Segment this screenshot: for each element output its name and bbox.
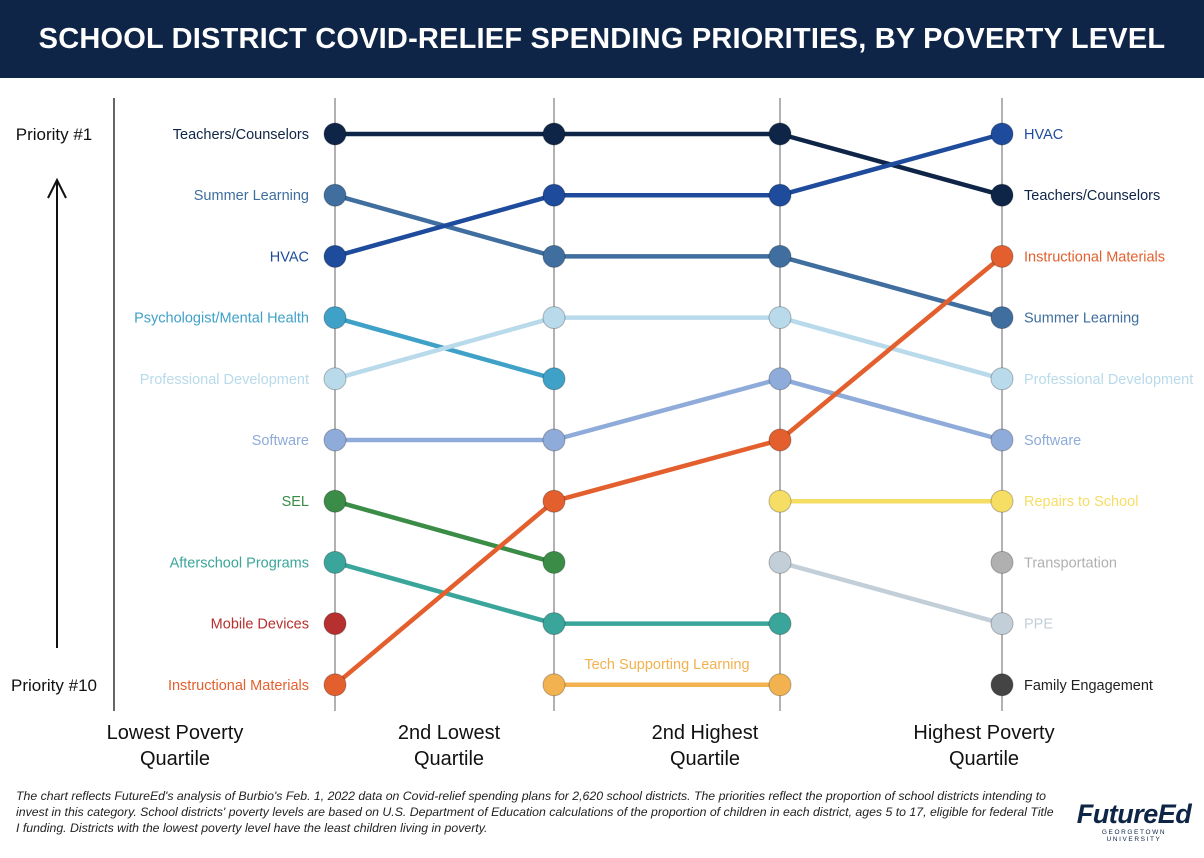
data-point-software-q2: [542, 428, 566, 452]
data-point-professional-development-q2: [542, 306, 566, 330]
data-point-instructional-materials-q2: [542, 489, 566, 513]
footnote: The chart reflects FutureEd's analysis o…: [16, 789, 1054, 835]
data-point-teachers-counselors-q3: [768, 122, 792, 146]
data-point-teachers-counselors-q2: [542, 122, 566, 146]
data-point-instructional-materials-q4: [990, 244, 1014, 268]
data-point-hvac-q3: [768, 183, 792, 207]
right-label-teachers-counselors: Teachers/Counselors: [1024, 188, 1160, 204]
left-label-professional-development: Professional Development: [140, 372, 309, 388]
right-label-ppe: PPE: [1024, 617, 1053, 633]
data-point-professional-development-q4: [990, 367, 1014, 391]
data-point-afterschool-programs-q2: [542, 612, 566, 636]
right-label-software: Software: [1024, 433, 1081, 449]
right-label-family-engagement: Family Engagement: [1024, 678, 1153, 694]
data-point-mobile-devices-q1: [323, 612, 347, 636]
data-point-repairs-to-school-q3: [768, 489, 792, 513]
right-label-repairs-to-school: Repairs to School: [1024, 494, 1138, 510]
data-point-afterschool-programs-q3: [768, 612, 792, 636]
data-point-summer-learning-q1: [323, 183, 347, 207]
data-point-psychologist-mental-health-q2: [542, 367, 566, 391]
header-banner: SCHOOL DISTRICT COVID-RELIEF SPENDING PR…: [0, 0, 1204, 78]
right-label-summer-learning: Summer Learning: [1024, 311, 1139, 327]
left-label-sel: SEL: [282, 494, 309, 510]
data-point-software-q3: [768, 367, 792, 391]
series-line-software-3: [777, 376, 1005, 443]
data-point-hvac-q4: [990, 122, 1014, 146]
data-point-sel-q1: [323, 489, 347, 513]
left-label-teachers-counselors: Teachers/Counselors: [173, 127, 309, 143]
category-label-q1-line2: Quartile: [140, 748, 210, 770]
page-title: SCHOOL DISTRICT COVID-RELIEF SPENDING PR…: [38, 22, 1166, 55]
right-label-instructional-materials: Instructional Materials: [1024, 249, 1165, 265]
data-point-software-q1: [323, 428, 347, 452]
annotation-tech-supporting-learning: Tech Supporting Learning: [584, 657, 749, 673]
right-label-transportation: Transportation: [1024, 555, 1117, 571]
data-point-teachers-counselors-q1: [323, 122, 347, 146]
priority-arrow-head-icon: [47, 177, 67, 199]
logo-subtitle: GEORGETOWN UNIVERSITY: [1101, 829, 1167, 843]
category-label-q3-line2: Quartile: [670, 748, 740, 770]
data-point-summer-learning-q3: [768, 244, 792, 268]
series-line-instructional-materials-1: [332, 498, 557, 688]
category-label-q3-line1: 2nd Highest: [652, 722, 759, 744]
series-line-software-2: [551, 376, 783, 443]
data-point-psychologist-mental-health-q1: [323, 306, 347, 330]
series-line-instructional-materials-3: [777, 254, 1005, 443]
data-point-professional-development-q3: [768, 306, 792, 330]
data-point-transportation-q4: [990, 550, 1014, 574]
data-point-summer-learning-q4: [990, 306, 1014, 330]
data-point-summer-learning-q2: [542, 244, 566, 268]
series-line-hvac-1: [332, 192, 557, 259]
data-point-software-q4: [990, 428, 1014, 452]
bump-chart: Priority #1 Priority #10 Teachers/Counselo…: [11, 98, 1193, 770]
data-point-instructional-materials-q3: [768, 428, 792, 452]
series-line-professional-development-1: [332, 315, 557, 382]
category-label-q2-line2: Quartile: [414, 748, 484, 770]
left-label-summer-learning: Summer Learning: [194, 188, 309, 204]
category-label-q4-line1: Highest Poverty: [913, 722, 1054, 744]
data-point-hvac-q1: [323, 244, 347, 268]
data-point-hvac-q2: [542, 183, 566, 207]
left-label-mobile-devices: Mobile Devices: [211, 617, 309, 633]
category-label-q2-line1: 2nd Lowest: [398, 722, 501, 744]
priority-10-label: Priority #10: [11, 676, 97, 695]
data-point-tech-supporting-learning-q3: [768, 673, 792, 697]
data-point-ppe-q3: [768, 550, 792, 574]
data-point-ppe-q4: [990, 612, 1014, 636]
left-label-afterschool-programs: Afterschool Programs: [170, 555, 309, 571]
data-point-tech-supporting-learning-q2: [542, 673, 566, 697]
series-line-hvac-3: [777, 131, 1005, 198]
left-label-software: Software: [252, 433, 309, 449]
left-label-psychologist-mental-health: Psychologist/Mental Health: [134, 311, 309, 327]
left-label-hvac: HVAC: [270, 249, 309, 265]
data-point-repairs-to-school-q4: [990, 489, 1014, 513]
left-label-instructional-materials: Instructional Materials: [168, 678, 309, 694]
series-line-instructional-materials-2: [551, 437, 783, 504]
series-line-summer-learning-3: [777, 254, 1005, 320]
category-label-q4-line2: Quartile: [949, 748, 1019, 770]
right-label-professional-development: Professional Development: [1024, 372, 1193, 388]
right-label-hvac: HVAC: [1024, 127, 1063, 143]
data-point-sel-q2: [542, 550, 566, 574]
data-point-professional-development-q1: [323, 367, 347, 391]
series-line-ppe-3: [777, 560, 1005, 626]
futureed-logo: FutureEd GEORGETOWN UNIVERSITY: [1074, 800, 1194, 843]
data-point-instructional-materials-q1: [323, 673, 347, 697]
series-line-sel-1: [332, 498, 557, 565]
logo-wordmark: FutureEd: [1076, 799, 1192, 829]
priority-1-label: Priority #1: [16, 125, 93, 144]
category-label-q1-line1: Lowest Poverty: [107, 722, 244, 744]
data-point-family-engagement-q4: [990, 673, 1014, 697]
data-point-teachers-counselors-q4: [990, 183, 1014, 207]
data-point-afterschool-programs-q1: [323, 550, 347, 574]
